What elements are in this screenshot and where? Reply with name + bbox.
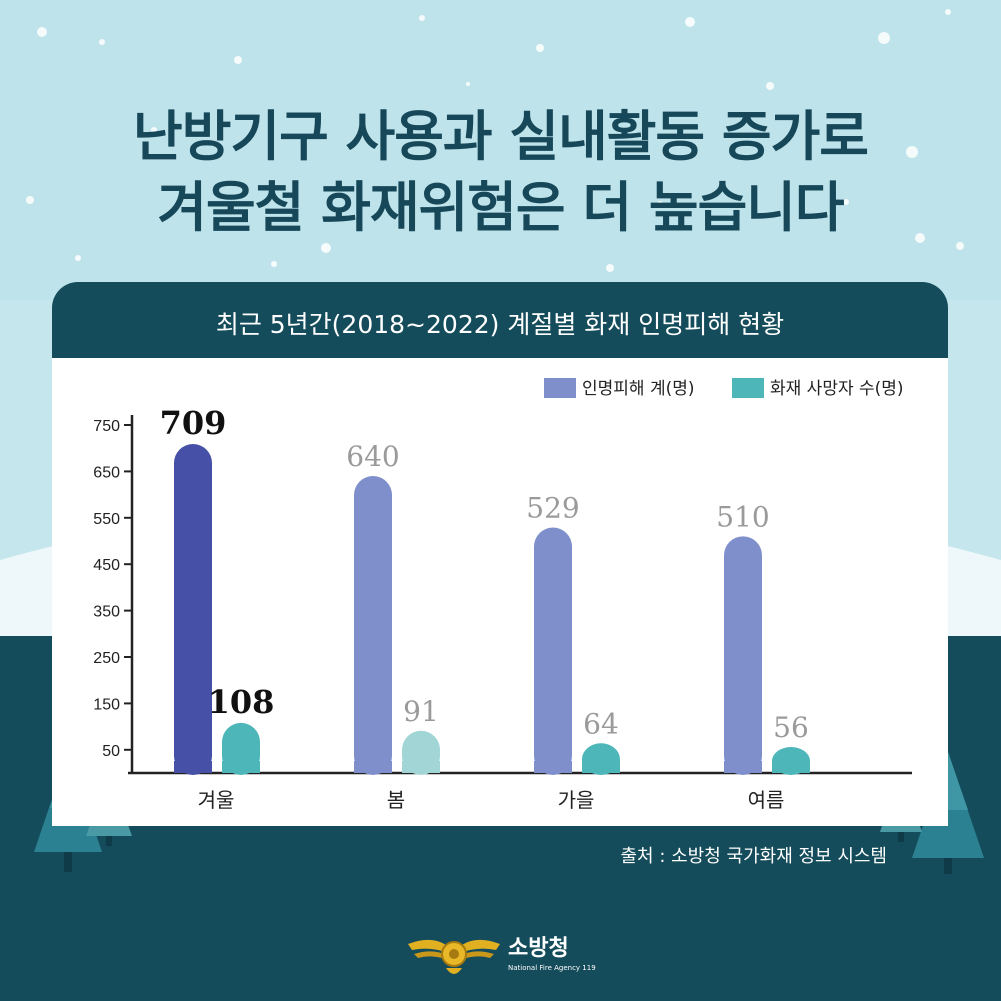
bar-base — [772, 761, 810, 773]
x-tick-label: 봄 — [387, 788, 405, 812]
agency-logo: 소방청 National Fire Agency 119 — [404, 924, 604, 984]
chart-panel: 50 150 250 350 450 550 650 750 709 108 겨울 640 91 봄 529… — [52, 358, 948, 826]
bar — [354, 476, 392, 775]
bar-base — [174, 761, 212, 773]
x-tick-label: 가을 — [558, 788, 595, 812]
bar — [174, 444, 212, 775]
bar-base — [534, 761, 572, 773]
bar-base — [402, 761, 440, 773]
y-tick-label: 250 — [93, 650, 120, 667]
data-label: 64 — [583, 707, 619, 740]
legend-swatch — [732, 378, 764, 398]
y-tick-label: 150 — [93, 696, 120, 713]
chart-header: 최근 5년간(2018~2022) 계절별 화재 인명피해 현황 — [52, 282, 948, 360]
headline-line-1: 난방기구 사용과 실내활동 증가로 — [133, 105, 869, 168]
data-label: 510 — [716, 500, 769, 533]
eagle-emblem-icon — [408, 939, 500, 974]
y-tick-label: 650 — [93, 464, 120, 481]
y-tick-label: 350 — [93, 604, 120, 621]
legend-swatch — [544, 378, 576, 398]
bar — [724, 536, 762, 775]
snowflakes — [26, 9, 964, 272]
data-label: 640 — [346, 440, 399, 473]
bar-base — [354, 761, 392, 773]
x-tick-label: 겨울 — [198, 788, 235, 812]
logo-text: 소방청 — [508, 936, 569, 961]
y-tick-label: 550 — [93, 511, 120, 528]
y-tick-label: 50 — [102, 743, 120, 760]
bar-chart: 50 150 250 350 450 550 650 750 709 108 겨울 640 91 봄 529… — [93, 378, 912, 812]
data-label: 529 — [526, 492, 579, 525]
data-label: 108 — [208, 683, 275, 721]
legend-label: 화재 사망자 수(명) — [770, 379, 904, 399]
data-label: 56 — [773, 711, 809, 744]
legend-label: 인명피해 계(명) — [582, 379, 695, 399]
x-tick-label: 여름 — [748, 788, 785, 812]
bar — [534, 527, 572, 775]
source-note: 출처 : 소방청 국가화재 정보 시스템 — [620, 846, 887, 867]
data-label: 91 — [403, 695, 439, 728]
data-label: 709 — [160, 404, 227, 442]
logo-subtext: National Fire Agency 119 — [508, 964, 596, 972]
y-tick-label: 750 — [93, 418, 120, 435]
bar-base — [724, 761, 762, 773]
chart-title: 최근 5년간(2018~2022) 계절별 화재 인명피해 현황 — [215, 310, 785, 339]
y-tick-label: 450 — [93, 557, 120, 574]
headline-line-2: 겨울철 화재위험은 더 높습니다 — [157, 176, 844, 239]
bar-base — [582, 761, 620, 773]
bar-base — [222, 761, 260, 773]
